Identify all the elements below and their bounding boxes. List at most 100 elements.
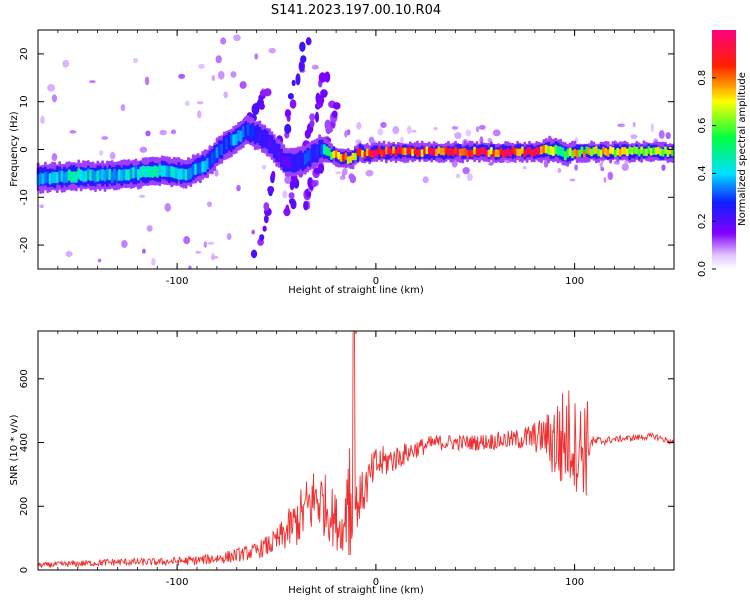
spectrogram-ridge-cell [389, 148, 393, 157]
spectrogram-ridge-cell [244, 124, 248, 136]
spectrogram-ridge-cell [509, 149, 512, 158]
spectrogram-noise-cell [196, 101, 204, 105]
spectrogram-ridge-cell [220, 143, 224, 156]
spectrogram-ridge-cell [582, 149, 586, 158]
spectrogram-ridge-cell [442, 147, 446, 156]
spectrogram-y-axis-label: Frequency (Hz) [9, 111, 20, 187]
spectrogram-noise-cell [335, 171, 342, 175]
spectrogram-streak-cell [300, 55, 307, 63]
spectrogram-noise-cell [478, 124, 486, 130]
spectrogram-ridge-cell [251, 125, 255, 138]
spectrogram-streak-cell [299, 41, 306, 52]
spectrogram-ridge-cell [208, 157, 212, 169]
spectrogram-ridge-cell [275, 144, 279, 156]
spectrogram-noise-cell [406, 125, 412, 134]
spectrogram-ridge-cell [344, 152, 348, 161]
spectrogram-noise-cell [183, 236, 191, 245]
spectrogram-noise-cell [344, 130, 348, 138]
spectrogram-ridge-cell [101, 169, 104, 181]
spectrogram-ridge-cell [542, 144, 546, 154]
spectrogram-noise-cell [630, 134, 638, 140]
spectrogram-ridge-cell [625, 148, 629, 157]
spectrogram-noise-cell [99, 150, 104, 156]
spectrogram-ridge-cell [182, 168, 186, 180]
spectrogram-ridge-cell [668, 146, 672, 155]
spectrogram-ridge-cell [551, 146, 555, 157]
colorbar-ticks: 0.0 0.2 0.4 0.6 0.8 [697, 70, 716, 277]
spectrogram-ridge-cell [623, 146, 627, 155]
spectrogram-streak-cell [263, 88, 272, 97]
spectrogram-noise-cell [466, 173, 473, 181]
spectrogram-ridge-cell [473, 146, 477, 155]
spectrogram-streak-cell [315, 92, 321, 104]
snr-y-tick-label-2: 400 [19, 433, 30, 452]
spectrogram-streak-cell [284, 123, 292, 134]
spectrogram-noise-cell [311, 64, 319, 70]
spectrogram-ridge-cell [151, 166, 155, 178]
spectrogram-ridge-cell [358, 148, 362, 157]
spectrogram-noise-cell [349, 174, 357, 184]
spectrogram-ridge-cell [587, 147, 591, 155]
spectrogram-ridge-cell [55, 171, 59, 184]
spectrogram-streak-cell [285, 204, 290, 216]
spectrogram-ridge-cell [611, 146, 615, 155]
colorbar-tick-label-1: 0.2 [697, 213, 708, 229]
spectrogram-noise-cell [422, 176, 429, 184]
spectrogram-ridge-cell [144, 166, 147, 178]
spectrogram-ridge-cell [351, 152, 355, 161]
spectrogram-ridge-cell [516, 148, 519, 157]
spectrogram-ridge-cell [148, 166, 152, 178]
spectrogram-noise-cell [574, 164, 579, 171]
colorbar-tick-label-4: 0.8 [697, 70, 708, 86]
spectrogram-ridge-cell [463, 148, 467, 156]
spectrogram-ridge-cell [89, 169, 93, 182]
spectrogram-streak-cell [303, 200, 309, 211]
spectrogram-ridge-cell [404, 147, 407, 156]
spectrogram-ridge-cell [337, 151, 341, 160]
spectrogram-ridge-cell [272, 143, 276, 156]
spectrogram-streak-cell [288, 192, 295, 199]
spectrogram-streak-cell [284, 109, 291, 118]
spectrogram-noise-cell [607, 171, 614, 181]
spectrogram-streak-cell [331, 110, 338, 118]
colorbar: 0.0 0.2 0.4 0.6 0.8 Normalized spectral ampl… [697, 30, 748, 277]
spectrogram-ridge-cell [82, 170, 85, 183]
spectrogram-ridge-cell [303, 153, 307, 165]
spectrogram-ridge-cell [84, 170, 88, 182]
spectrogram-ridge-cell [260, 131, 264, 143]
spectrogram-streak-cell [314, 111, 320, 123]
spectrogram-ridge-cell [528, 146, 531, 155]
spectrogram-ridge-cell [416, 149, 419, 158]
spectrogram-ridge-cell [41, 173, 45, 185]
spectrogram-noise-cell [144, 76, 150, 86]
spectrogram-ridge-cell [363, 151, 367, 159]
spectrogram-ridge-cell [511, 146, 515, 154]
spectrogram-noise-cell [151, 257, 156, 266]
snr-x-tick-label-1: 0 [373, 577, 379, 588]
spectrogram-noise-cell [658, 130, 665, 139]
spectrogram-ridge-cell [504, 149, 508, 158]
spectrogram-noise-cell [178, 73, 186, 79]
spectrogram-ridge-cell [468, 149, 472, 158]
spectrogram-ridge-cell [253, 127, 257, 140]
spectrogram-noise-cell [236, 184, 241, 192]
spectrogram-noise-cell [188, 265, 192, 270]
spectrogram-noise-cell [51, 94, 57, 103]
spectrogram-ridge-cell [296, 154, 300, 167]
spectrogram-noise-cell [198, 63, 205, 69]
spectrogram-noise-cell [411, 129, 417, 133]
spectrogram-ridge-cell [301, 152, 305, 165]
spectrogram-ridge-cell [265, 136, 269, 148]
spectrogram-ridge-cell [411, 148, 415, 157]
spectrogram-noise-cell [282, 190, 288, 199]
spectrogram-ridge-cell [571, 150, 574, 159]
spectrogram-ridge-cell [666, 149, 670, 158]
spectrogram-ridge-cell [191, 164, 195, 176]
spectrogram-ridge-cell [206, 157, 209, 170]
spectrogram-noise-cell [661, 164, 666, 171]
spectrogram-noise-cell [141, 248, 146, 254]
spectrogram-ridge-cell [435, 148, 438, 157]
spectrogram-ridge-cell [449, 147, 453, 156]
snr-marks [38, 330, 675, 569]
